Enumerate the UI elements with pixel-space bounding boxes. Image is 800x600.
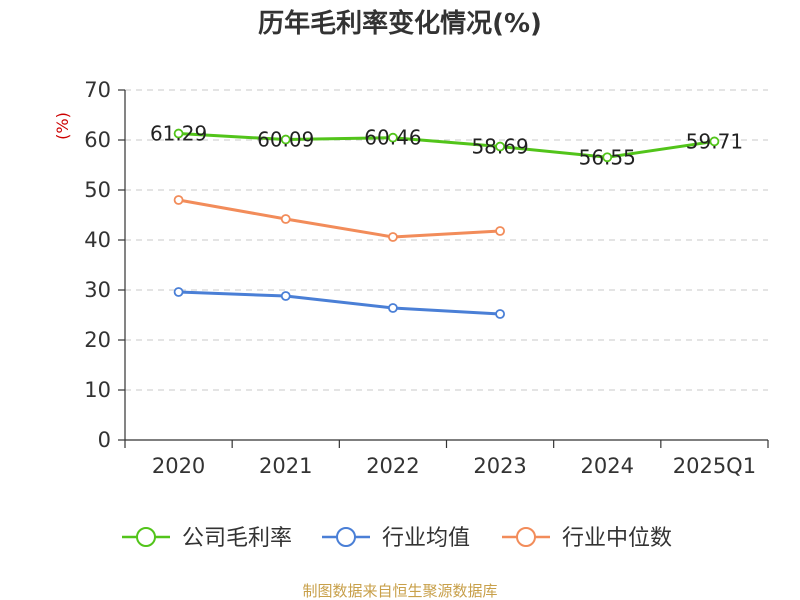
y-axis-unit: (%) — [53, 112, 72, 140]
series-line-1 — [178, 290, 501, 316]
y-tick-label: 30 — [84, 278, 111, 302]
series-line-2 — [178, 198, 501, 239]
axes — [118, 89, 769, 448]
data-point — [388, 303, 398, 313]
x-tick-label: 2021 — [259, 454, 312, 478]
x-tick-label: 2025Q1 — [673, 454, 756, 478]
legend: 公司毛利率 行业均值 行业中位数 — [122, 526, 672, 551]
data-point — [495, 141, 505, 152]
data-label: 60.09 — [257, 128, 314, 152]
data-point — [173, 128, 184, 139]
data-label: 56.55 — [579, 145, 636, 169]
data-point — [280, 134, 291, 145]
y-tick-labels: 0 10 20 30 40 50 60 70 — [84, 78, 111, 452]
data-point — [173, 195, 184, 205]
data-point — [388, 232, 398, 242]
data-point — [280, 214, 291, 224]
data-label: 59.71 — [686, 129, 743, 153]
source-note: 制图数据来自恒生聚源数据库 — [302, 582, 497, 600]
data-point — [602, 152, 613, 163]
data-point — [388, 132, 398, 143]
chart-title: 历年毛利率变化情况(%) — [258, 8, 542, 39]
legend-marker-icon — [336, 527, 356, 547]
legend-label: 公司毛利率 — [182, 526, 292, 551]
x-tick-labels: 2020 2021 2022 2023 2024 2025Q1 — [152, 454, 756, 478]
legend-label: 行业均值 — [382, 526, 470, 551]
x-tick-label: 2023 — [473, 454, 526, 478]
data-point — [173, 287, 184, 297]
y-tick-label: 0 — [98, 428, 111, 452]
data-point — [495, 309, 505, 319]
data-point — [495, 226, 505, 236]
grid-lines — [125, 89, 768, 391]
data-labels: 61.29 60.09 60.46 58.69 56.55 59.71 — [150, 122, 743, 170]
data-point — [709, 136, 720, 147]
series-group — [173, 128, 720, 319]
y-tick-label: 50 — [84, 178, 111, 202]
legend-marker-icon — [516, 527, 536, 547]
legend-label: 行业中位数 — [562, 526, 672, 551]
data-label: 60.46 — [364, 126, 421, 150]
legend-marker-icon — [136, 527, 156, 547]
series-line-0 — [178, 132, 715, 159]
data-label: 61.29 — [150, 122, 207, 146]
y-tick-label: 20 — [84, 328, 111, 352]
x-tick-label: 2022 — [366, 454, 419, 478]
y-tick-label: 10 — [84, 378, 111, 402]
y-tick-label: 70 — [84, 78, 111, 102]
data-label: 58.69 — [471, 135, 528, 159]
x-tick-label: 2024 — [581, 454, 634, 478]
y-tick-label: 40 — [84, 228, 111, 252]
x-tick-label: 2020 — [152, 454, 205, 478]
data-point — [280, 291, 291, 301]
y-tick-label: 60 — [84, 128, 111, 152]
